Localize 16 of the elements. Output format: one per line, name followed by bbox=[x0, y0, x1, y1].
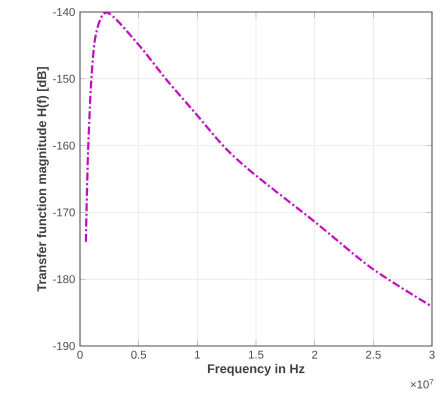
x-tick-label: 1 bbox=[195, 350, 200, 359]
y-axis-title: Transfer function magnitude H(f) [dB] bbox=[36, 67, 49, 292]
x-tick-label: 0 bbox=[77, 350, 83, 359]
x-tick-label: 2.5 bbox=[366, 350, 381, 359]
x-tick-label: 2 bbox=[312, 350, 318, 359]
x-tick-label: 3 bbox=[429, 350, 435, 359]
x-axis-title: Frequency in Hz bbox=[208, 364, 304, 376]
y-tick-label: -180 bbox=[53, 275, 75, 284]
y-tick-label: -170 bbox=[53, 208, 75, 216]
x-tick-label: 0.5 bbox=[131, 350, 146, 359]
text: ×10$^{7}$ bbox=[410, 379, 434, 388]
x-tick-label: 1.5 bbox=[248, 350, 264, 359]
y-tick-label: -150 bbox=[53, 74, 75, 83]
y-tick-label: -160 bbox=[53, 142, 75, 150]
y-tick-label: -190 bbox=[53, 342, 75, 350]
y-tick-label: -140 bbox=[53, 8, 75, 16]
